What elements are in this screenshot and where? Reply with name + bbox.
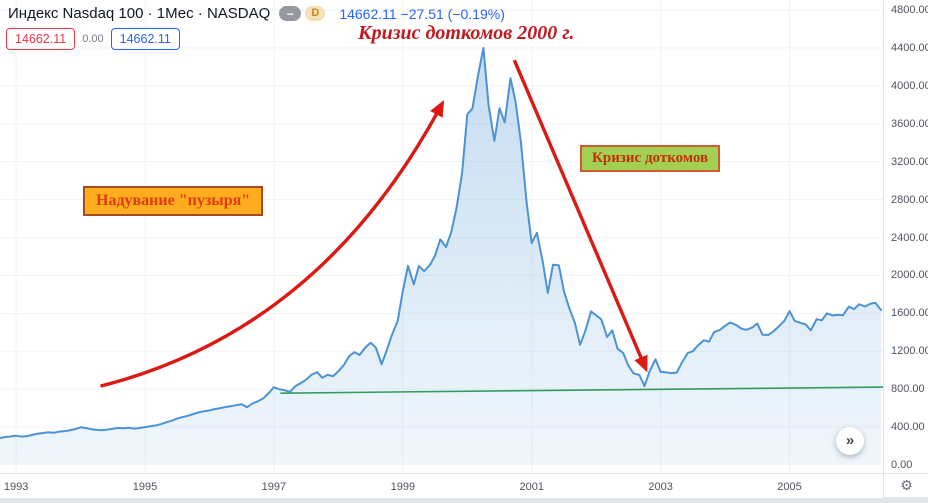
time-tick-label: 2001 — [519, 481, 544, 493]
annotation-crisis-title[interactable]: Кризис доткомов 2000 г. — [358, 22, 575, 44]
time-tick-label: 2005 — [777, 481, 802, 493]
collapse-panel-button[interactable]: » — [836, 427, 864, 455]
support-trendline[interactable] — [280, 386, 883, 394]
price-axis[interactable]: ⚙ 0.00 400.00 800.00 1200.00 1600.00 2000.00 2… — [883, 0, 928, 497]
symbol-title[interactable]: Индекс Nasdaq 100 · 1Мес · NASDAQ — [8, 5, 271, 22]
price-change: −27.51 (−0.19%) — [400, 5, 505, 22]
hide-series-icon[interactable]: − — [279, 6, 302, 21]
time-axis[interactable]: 1993 1995 1997 1999 2001 2003 2005 — [0, 473, 883, 498]
price-tick-label: 2800.00 — [891, 193, 928, 206]
price-tick-label: 4800.00 — [891, 4, 928, 16]
price-axis-settings-zone: ⚙ — [884, 473, 928, 498]
sell-price-badge[interactable]: 14662.11 — [6, 28, 76, 50]
price-tick-label: 4000.00 — [891, 79, 928, 92]
axis-settings-gear-icon[interactable]: ⚙ — [900, 478, 913, 494]
price-line-series[interactable] — [0, 46, 883, 439]
chart-plot-area[interactable]: Индекс Nasdaq 100 · 1Мес · NASDAQ − D 14… — [0, 0, 883, 473]
price-tick-label: 2000.00 — [891, 269, 928, 282]
annotation-bubble-label[interactable]: Надувание "пузыря" — [83, 186, 264, 216]
chevrons-right-icon: » — [845, 431, 855, 449]
window-bottom-strip — [0, 497, 928, 503]
price-tick-label: 1600.00 — [891, 307, 928, 320]
last-price: 14662.11 — [339, 5, 397, 22]
price-tick-label: 3600.00 — [891, 117, 928, 130]
spread-value: 0.00 — [82, 33, 104, 45]
price-tick-label: 2400.00 — [891, 231, 928, 244]
buy-price-badge[interactable]: 14662.11 — [110, 28, 180, 50]
price-tick-label: 0.00 — [891, 459, 913, 471]
price-area-fill — [0, 47, 882, 466]
price-tick-label: 3200.00 — [891, 155, 928, 168]
price-tick-label: 400.00 — [891, 421, 925, 434]
crash-fall-arrow[interactable] — [512, 59, 648, 373]
time-tick-label: 1999 — [390, 481, 416, 493]
time-tick-label: 1995 — [132, 481, 158, 493]
bid-ask-row: 14662.11 0.00 14662.11 — [6, 28, 180, 50]
time-tick-label: 1993 — [3, 481, 29, 493]
price-tick-label: 800.00 — [891, 383, 925, 396]
price-tick-label: 4400.00 — [891, 41, 928, 54]
time-tick-label: 2003 — [648, 481, 673, 493]
data-mode-badge[interactable]: D — [305, 6, 326, 21]
last-quote: 14662.11 −27.51 (−0.19%) — [339, 6, 505, 22]
bubble-rise-arrow[interactable] — [100, 100, 445, 388]
annotation-crisis-label[interactable]: Кризис доткомов — [580, 145, 721, 172]
price-tick-label: 1200.00 — [891, 345, 928, 358]
time-tick-label: 1997 — [261, 481, 287, 493]
chart-canvas[interactable] — [0, 0, 883, 473]
chart-legend-row: Индекс Nasdaq 100 · 1Мес · NASDAQ − D 14… — [8, 5, 505, 22]
